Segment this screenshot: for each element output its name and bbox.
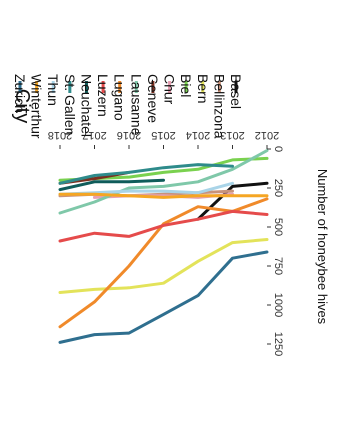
legend-label: Thun [45, 74, 61, 106]
x-tick-label: 2013 [220, 129, 244, 141]
series-line-winterthur [58, 192, 269, 199]
x-tick-label: 2014 [186, 129, 210, 141]
legend-label: Neuchatel [78, 74, 94, 137]
x-tick-label: 2012 [255, 129, 279, 141]
y-tick-label: 0 [272, 146, 284, 152]
y-tick-label: 1250 [272, 332, 284, 356]
series-line-luzern [58, 209, 269, 243]
legend: City BaselBellinzonaBernBielChurGeneveLa… [11, 74, 244, 139]
legend-label: Bellinzona [211, 74, 227, 139]
x-axis: 2012 2013 2014 2015 2016 2017 2018 [48, 129, 279, 149]
legend-label: Luzern [95, 74, 111, 117]
y-tick-label: 750 [272, 257, 284, 275]
legend-label: Winterthur [29, 74, 45, 139]
x-tick-label: 2015 [151, 129, 175, 141]
series-line-bern [58, 238, 269, 294]
plot-area [58, 149, 269, 344]
series-line-lugano [58, 197, 269, 329]
legend-label: Bern [195, 74, 211, 104]
x-tick-label: 2017 [82, 129, 106, 141]
legend-label: Zurich [12, 74, 28, 113]
legend-label: Chur [162, 74, 178, 105]
x-tick-label: 2018 [48, 129, 72, 141]
x-tick-label: 2016 [117, 129, 141, 141]
y-tick-label: 500 [272, 218, 284, 236]
legend-label: Biel [178, 74, 194, 97]
legend-label: Lugano [112, 74, 128, 121]
y-tick-label: 1000 [272, 293, 284, 317]
legend-label: St. Gallen [62, 74, 78, 135]
legend-label: Basel [228, 74, 244, 109]
series-line-neuchatel [58, 178, 165, 192]
legend-title: City [11, 89, 33, 123]
y-axis-title: Number of honeybee hives [315, 169, 330, 325]
y-tick-label: 250 [272, 179, 284, 197]
y-axis: 0 250 500 750 1000 1250 [267, 146, 284, 356]
series-line-lausanne [58, 149, 269, 215]
chart-rotated-group: 2012 2013 2014 2015 2016 2017 2018 0 250 500 750 1… [11, 74, 330, 356]
series-line-st-gallen [58, 163, 234, 185]
series-line-zurich [58, 250, 269, 344]
legend-label: Geneve [145, 74, 161, 123]
legend-label: Lausanne [128, 74, 144, 136]
